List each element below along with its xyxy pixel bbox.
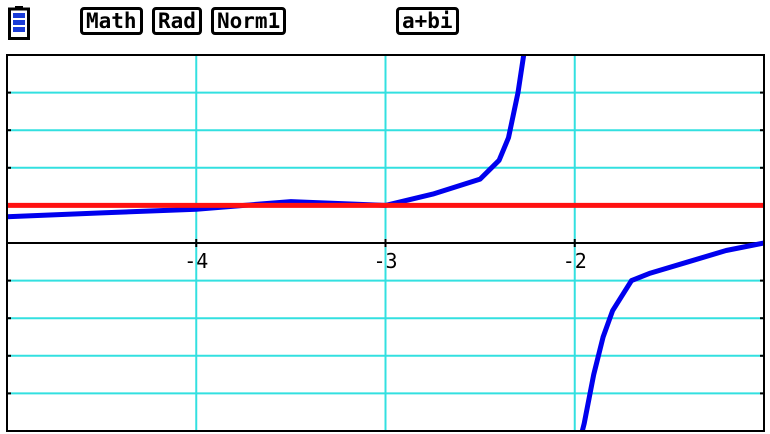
x-tick-label: -2 [563, 249, 587, 273]
mode-angle-badge: Rad [152, 7, 202, 35]
mode-math-badge: Math [80, 7, 143, 35]
status-bar: Math Rad Norm1 a+bi [0, 0, 770, 46]
x-tick-label: -3 [373, 249, 397, 273]
series-0-line-0 [7, 55, 527, 220]
battery-icon [8, 6, 30, 40]
x-tick-label: -4 [184, 249, 208, 273]
series-lines [7, 55, 764, 431]
series-0-line-1 [579, 240, 764, 431]
mode-display-badge: Norm1 [211, 7, 287, 35]
graph-border [6, 54, 765, 432]
mode-complex-badge: a+bi [396, 7, 459, 35]
graph-area: -4 -3 -2 [0, 46, 770, 434]
graph-plot: -4 -3 -2 [6, 54, 765, 432]
tick-labels: -4 -3 -2 [184, 249, 587, 273]
